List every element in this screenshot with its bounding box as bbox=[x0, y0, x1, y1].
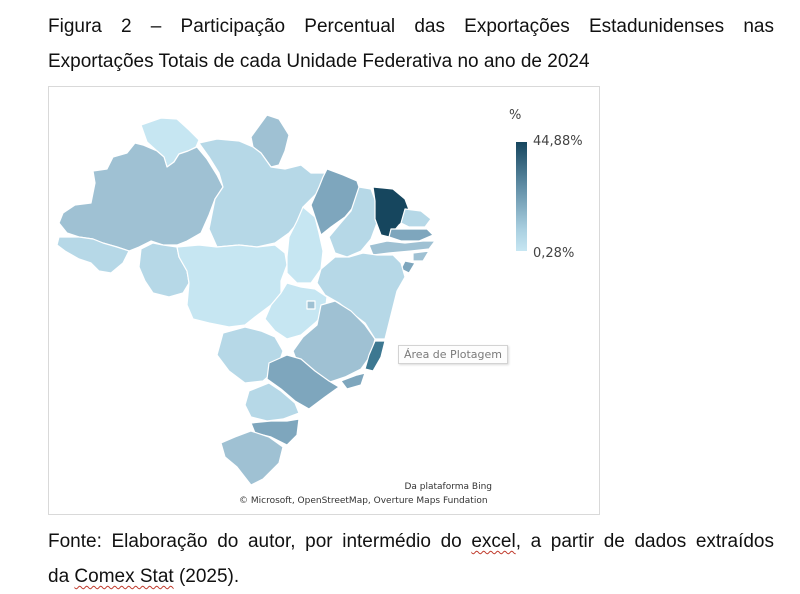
legend-unit-label: % bbox=[509, 108, 522, 123]
source-line2-suffix: (2025). bbox=[173, 566, 240, 587]
state-sao-paulo bbox=[266, 354, 340, 410]
map-data-attribution: © Microsoft, OpenStreetMap, Overture Map… bbox=[239, 496, 488, 506]
source-excel: excel bbox=[471, 531, 516, 552]
state-distrito-federal bbox=[306, 300, 316, 310]
source-middle: , a partir de dados extraídos bbox=[515, 531, 774, 552]
state-parana bbox=[244, 382, 300, 422]
plot-area-tooltip: Área de Plotagem bbox=[398, 345, 508, 364]
brazil-choropleth-map bbox=[56, 114, 436, 486]
source-line2-prefix: da bbox=[48, 566, 75, 587]
state-minas-gerais bbox=[292, 300, 376, 384]
state-amazonas bbox=[58, 142, 224, 252]
source-prefix: Fonte: Elaboração do autor, por interméd… bbox=[48, 531, 472, 552]
caption-line-1: Figura 2 – Participação Percentual das E… bbox=[48, 16, 774, 37]
state-rio-de-janeiro bbox=[340, 372, 366, 390]
legend-color-scale bbox=[516, 142, 527, 251]
source-comex: Comex Stat bbox=[74, 566, 174, 587]
source-line-1: Fonte: Elaboração do autor, por interméd… bbox=[48, 524, 774, 559]
figure-caption: Figura 2 – Participação Percentual das E… bbox=[48, 9, 774, 79]
state-pernambuco bbox=[368, 240, 436, 256]
bing-attribution: Da plataforma Bing bbox=[404, 482, 492, 492]
state-rio-grande-do-norte bbox=[400, 208, 432, 228]
source-line-2: da Comex Stat (2025). bbox=[48, 559, 774, 594]
legend-min-label: 0,28% bbox=[533, 246, 575, 261]
state-alagoas bbox=[412, 250, 430, 262]
state-maranhao bbox=[310, 168, 362, 236]
state-goias bbox=[264, 282, 328, 340]
state-acre bbox=[56, 236, 130, 274]
map-figure: % 44,88% 0,28% Área de Plotagem Da plata… bbox=[48, 86, 600, 515]
state-tocantins bbox=[286, 206, 324, 284]
legend-max-label: 44,88% bbox=[533, 134, 583, 149]
caption-line-2: Exportações Totais de cada Unidade Feder… bbox=[48, 51, 590, 72]
state-rio-grande-do-sul bbox=[220, 430, 284, 486]
state-paraiba bbox=[388, 228, 434, 242]
state-espirito-santo bbox=[364, 340, 386, 372]
source-note: Fonte: Elaboração do autor, por interméd… bbox=[48, 524, 774, 594]
